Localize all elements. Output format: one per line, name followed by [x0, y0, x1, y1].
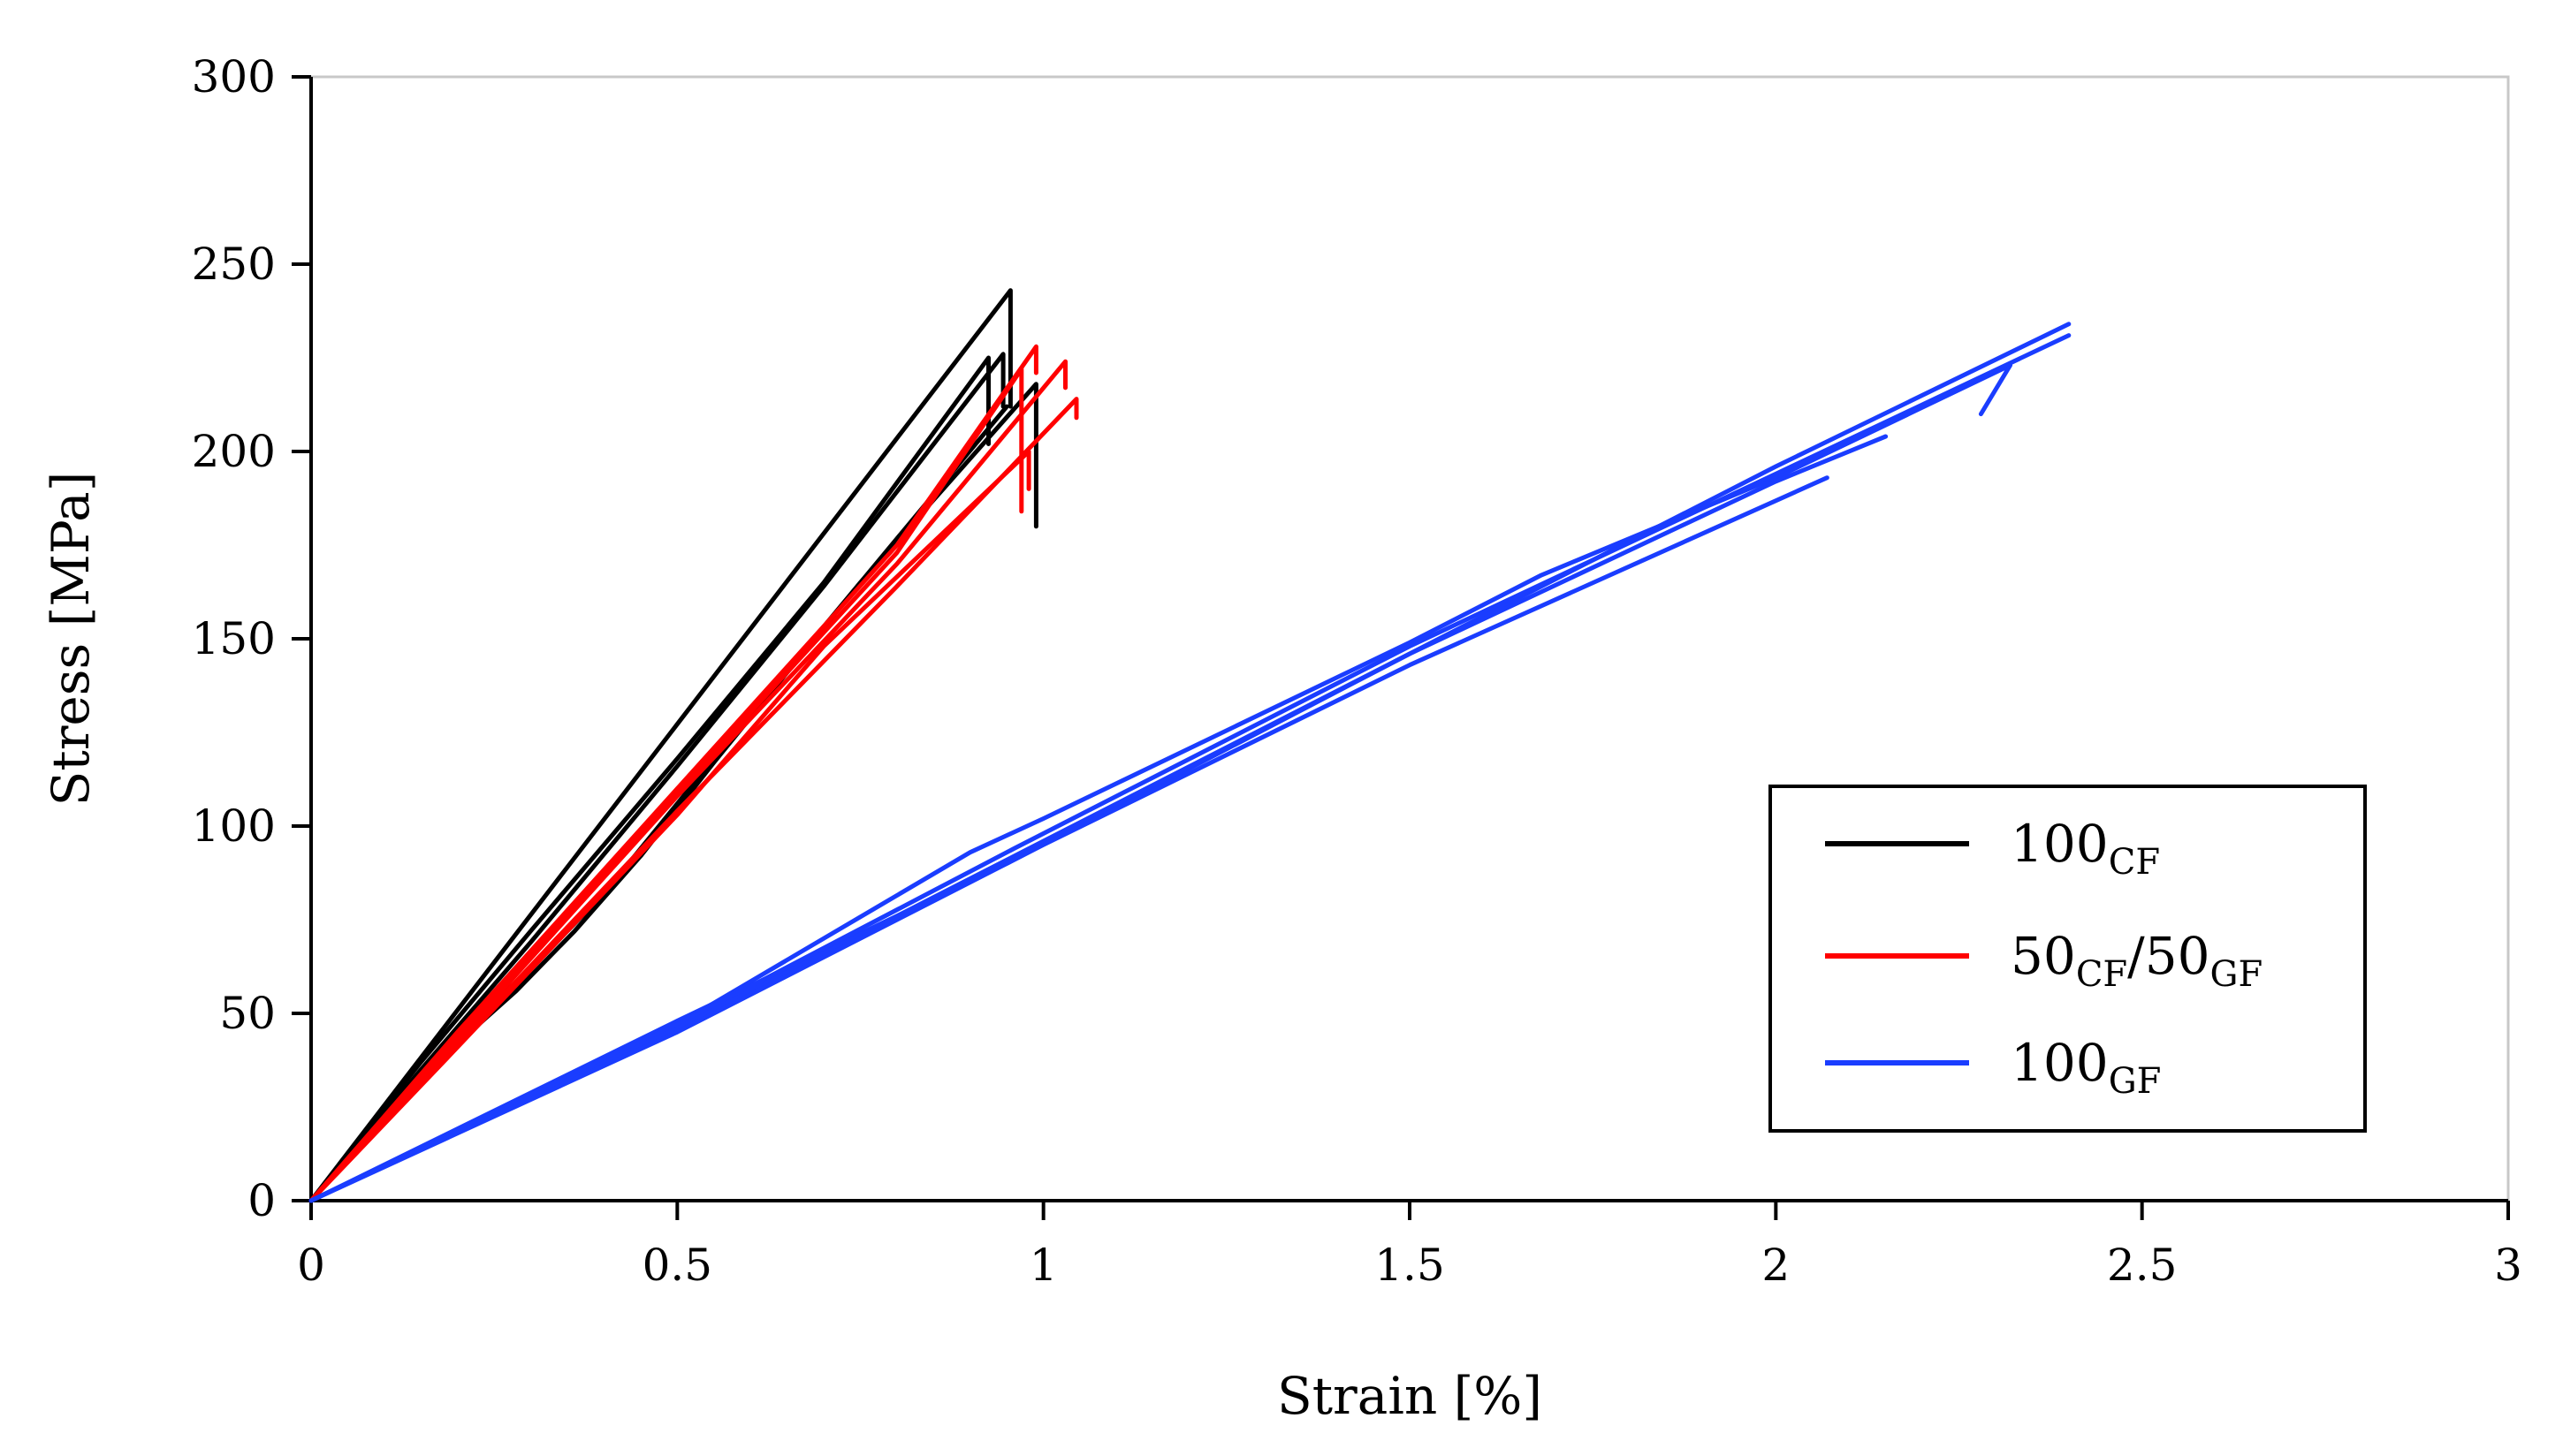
y-tick-label: 100 — [192, 800, 276, 852]
series-curve — [308, 363, 2012, 1203]
y-axis-ticks: 0 50 100 150 200 250 300 — [192, 51, 311, 1226]
series-curve — [308, 475, 1829, 1203]
legend-label-50cf-50gf: 50CF/50GF — [2011, 926, 2263, 995]
x-tick-label: 0 — [297, 1240, 325, 1291]
series-curve — [308, 449, 1031, 1203]
y-tick-label: 300 — [192, 51, 276, 102]
series-curve — [308, 355, 991, 1203]
y-tick-label: 150 — [192, 613, 276, 664]
legend: 100CF 50CF/50GF 100GF — [1768, 785, 2367, 1133]
legend-label-100cf: 100CF — [2011, 814, 2160, 883]
y-tick-label: 250 — [192, 239, 276, 290]
legend-label-50cf-50gf-sub-2: GF — [2210, 954, 2263, 995]
y-tick-label: 50 — [219, 988, 276, 1039]
legend-label-100gf-main: 100 — [2011, 1033, 2109, 1093]
series-curve — [308, 434, 1889, 1203]
series-100gf — [308, 322, 2072, 1203]
legend-label-50cf-50gf-mid: /50 — [2127, 926, 2209, 986]
legend-label-100cf-sub: CF — [2109, 842, 2160, 883]
series-curve — [308, 352, 1006, 1203]
series-50cf-50gf — [308, 344, 1079, 1203]
legend-label-100cf-main: 100 — [2011, 814, 2109, 874]
series-curve — [308, 288, 1013, 1203]
legend-label-100gf-sub: GF — [2109, 1061, 2162, 1102]
x-tick-label: 1 — [1030, 1240, 1058, 1291]
legend-label-100gf: 100GF — [2011, 1033, 2161, 1102]
series-curve — [308, 333, 2072, 1203]
x-axis-label: Strain [%] — [1277, 1366, 1542, 1426]
y-axis-label: Stress [MPa] — [41, 472, 101, 807]
legend-label-50cf-50gf-sub-1: CF — [2076, 954, 2127, 995]
x-tick-label: 0.5 — [643, 1240, 713, 1291]
x-axis-ticks: 0 0.5 1 1.5 2 2.5 3 — [297, 1201, 2522, 1291]
x-tick-label: 1.5 — [1374, 1240, 1445, 1291]
legend-label-50cf-50gf-main-1: 50 — [2011, 926, 2076, 986]
series-layer — [308, 288, 2072, 1203]
x-tick-label: 2 — [1761, 1240, 1790, 1291]
y-tick-label: 0 — [247, 1175, 276, 1226]
x-tick-label: 2.5 — [2107, 1240, 2178, 1291]
series-100cf — [308, 288, 1038, 1203]
x-tick-label: 3 — [2494, 1240, 2522, 1291]
y-tick-label: 200 — [192, 426, 276, 477]
